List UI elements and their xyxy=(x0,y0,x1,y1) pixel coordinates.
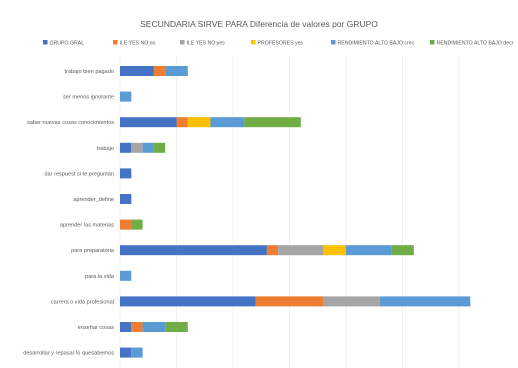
bar-segment xyxy=(244,117,301,128)
legend-label: ILE YES NO:no xyxy=(120,41,156,47)
bar-segment xyxy=(120,296,256,307)
bar-segment xyxy=(120,194,132,204)
bar-segment xyxy=(187,117,211,128)
bar-segment xyxy=(120,219,132,230)
legend-swatch xyxy=(113,40,118,45)
legend-swatch xyxy=(180,40,185,45)
category-label: desarrollar y repasar lo quesabemos xyxy=(23,351,114,357)
legend-label: ILE YES NO:yes xyxy=(187,41,226,47)
gridlines xyxy=(119,56,460,368)
bar-segment xyxy=(323,245,346,256)
bar-segment xyxy=(391,245,414,256)
category-label: aprender_define xyxy=(73,197,114,203)
bar-segment xyxy=(120,245,267,256)
bar-segment xyxy=(120,347,132,358)
category-label: dar respuest si te preguntan xyxy=(44,171,114,177)
bar-segment xyxy=(142,142,154,153)
bar-segment xyxy=(120,168,132,179)
legend-label: RENDIMIENTO ALTO BAJO:crec xyxy=(338,41,415,47)
legend-label: GRUPO GRAL xyxy=(50,41,85,47)
bar-segment xyxy=(153,142,166,153)
category-label: trabajo bien pagado xyxy=(65,69,114,75)
legend: GRUPO GRAL ILE YES NO:no ILE YES NO:yes PRO… xyxy=(43,40,514,47)
category-label: para la vida xyxy=(85,274,115,280)
bar-segment xyxy=(379,296,471,307)
bar-segment xyxy=(131,347,143,358)
legend-label: RENDIMIENTO ALTO BAJO:decr xyxy=(437,41,514,47)
bar-segment xyxy=(120,66,154,76)
bar-segment xyxy=(210,117,245,128)
category-label: para preparatoria xyxy=(71,248,115,254)
bar-segment xyxy=(120,270,132,281)
category-label: ser menos ignorante xyxy=(63,95,114,101)
bar-segment xyxy=(131,142,143,153)
legend-swatch xyxy=(251,40,256,45)
bar-segment xyxy=(346,245,392,256)
bar-segment xyxy=(278,245,324,256)
bar-segment xyxy=(120,142,132,153)
legend-label: PROFESORES:yes xyxy=(258,41,304,47)
legend-swatch xyxy=(331,40,336,45)
bar-segment xyxy=(120,117,177,128)
chart-title: SECUNDARIA SIRVE PARA Diferencia de valo… xyxy=(140,19,378,29)
bars xyxy=(120,66,471,358)
category-labels: trabajo bien pagado ser menos ignorante sa… xyxy=(23,69,115,357)
bar-segment xyxy=(131,219,143,230)
bar-segment xyxy=(176,117,188,128)
category-label: carrera o vida profesional xyxy=(51,299,114,305)
bar-segment xyxy=(120,91,132,102)
bar-segment xyxy=(142,322,166,332)
category-label: saber nuevas cosas conocimientos xyxy=(27,120,114,126)
bar-segment xyxy=(165,66,188,76)
category-label: aprender las materias xyxy=(60,223,114,229)
bar-segment xyxy=(120,322,132,332)
bar-segment xyxy=(323,296,380,307)
bar-segment xyxy=(153,66,166,76)
bar-segment xyxy=(255,296,324,307)
bar-segment xyxy=(266,245,279,256)
category-label: trabajo xyxy=(97,146,114,152)
bar-segment xyxy=(165,322,188,332)
legend-swatch xyxy=(430,40,435,45)
bar-segment xyxy=(131,322,143,332)
legend-swatch xyxy=(43,40,48,45)
category-label: enseñar cosas xyxy=(78,325,115,331)
